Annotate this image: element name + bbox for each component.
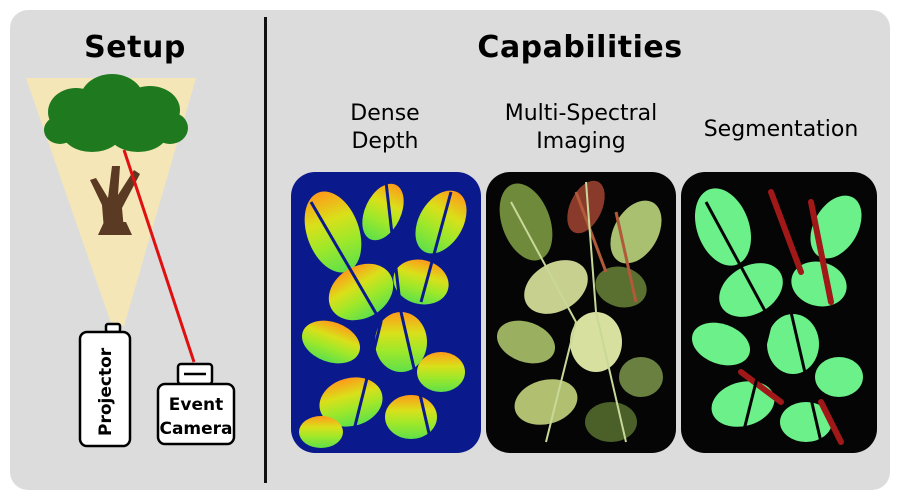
dense-depth-image [291, 172, 481, 453]
capabilities-title: Capabilities [477, 30, 683, 65]
camera-label-line2: Camera [159, 419, 232, 439]
dense-depth-label: Dense Depth [350, 101, 420, 154]
segmentation-image [681, 172, 877, 453]
camera-label-line1: Event [169, 395, 223, 415]
event-camera-icon [156, 362, 236, 446]
projector-icon [78, 322, 132, 448]
setup-title: Setup [84, 30, 186, 65]
setup-illustration: Projector Event Camera [26, 74, 236, 448]
laser-line [122, 149, 196, 363]
tree-icon [44, 74, 188, 235]
segmentation-label: Segmentation [703, 117, 859, 142]
multi-spectral-image [486, 172, 676, 453]
section-divider [264, 17, 267, 483]
multi-spectral-label: Multi-Spectral Imaging [504, 101, 658, 154]
projector-label: Projector [96, 347, 116, 436]
